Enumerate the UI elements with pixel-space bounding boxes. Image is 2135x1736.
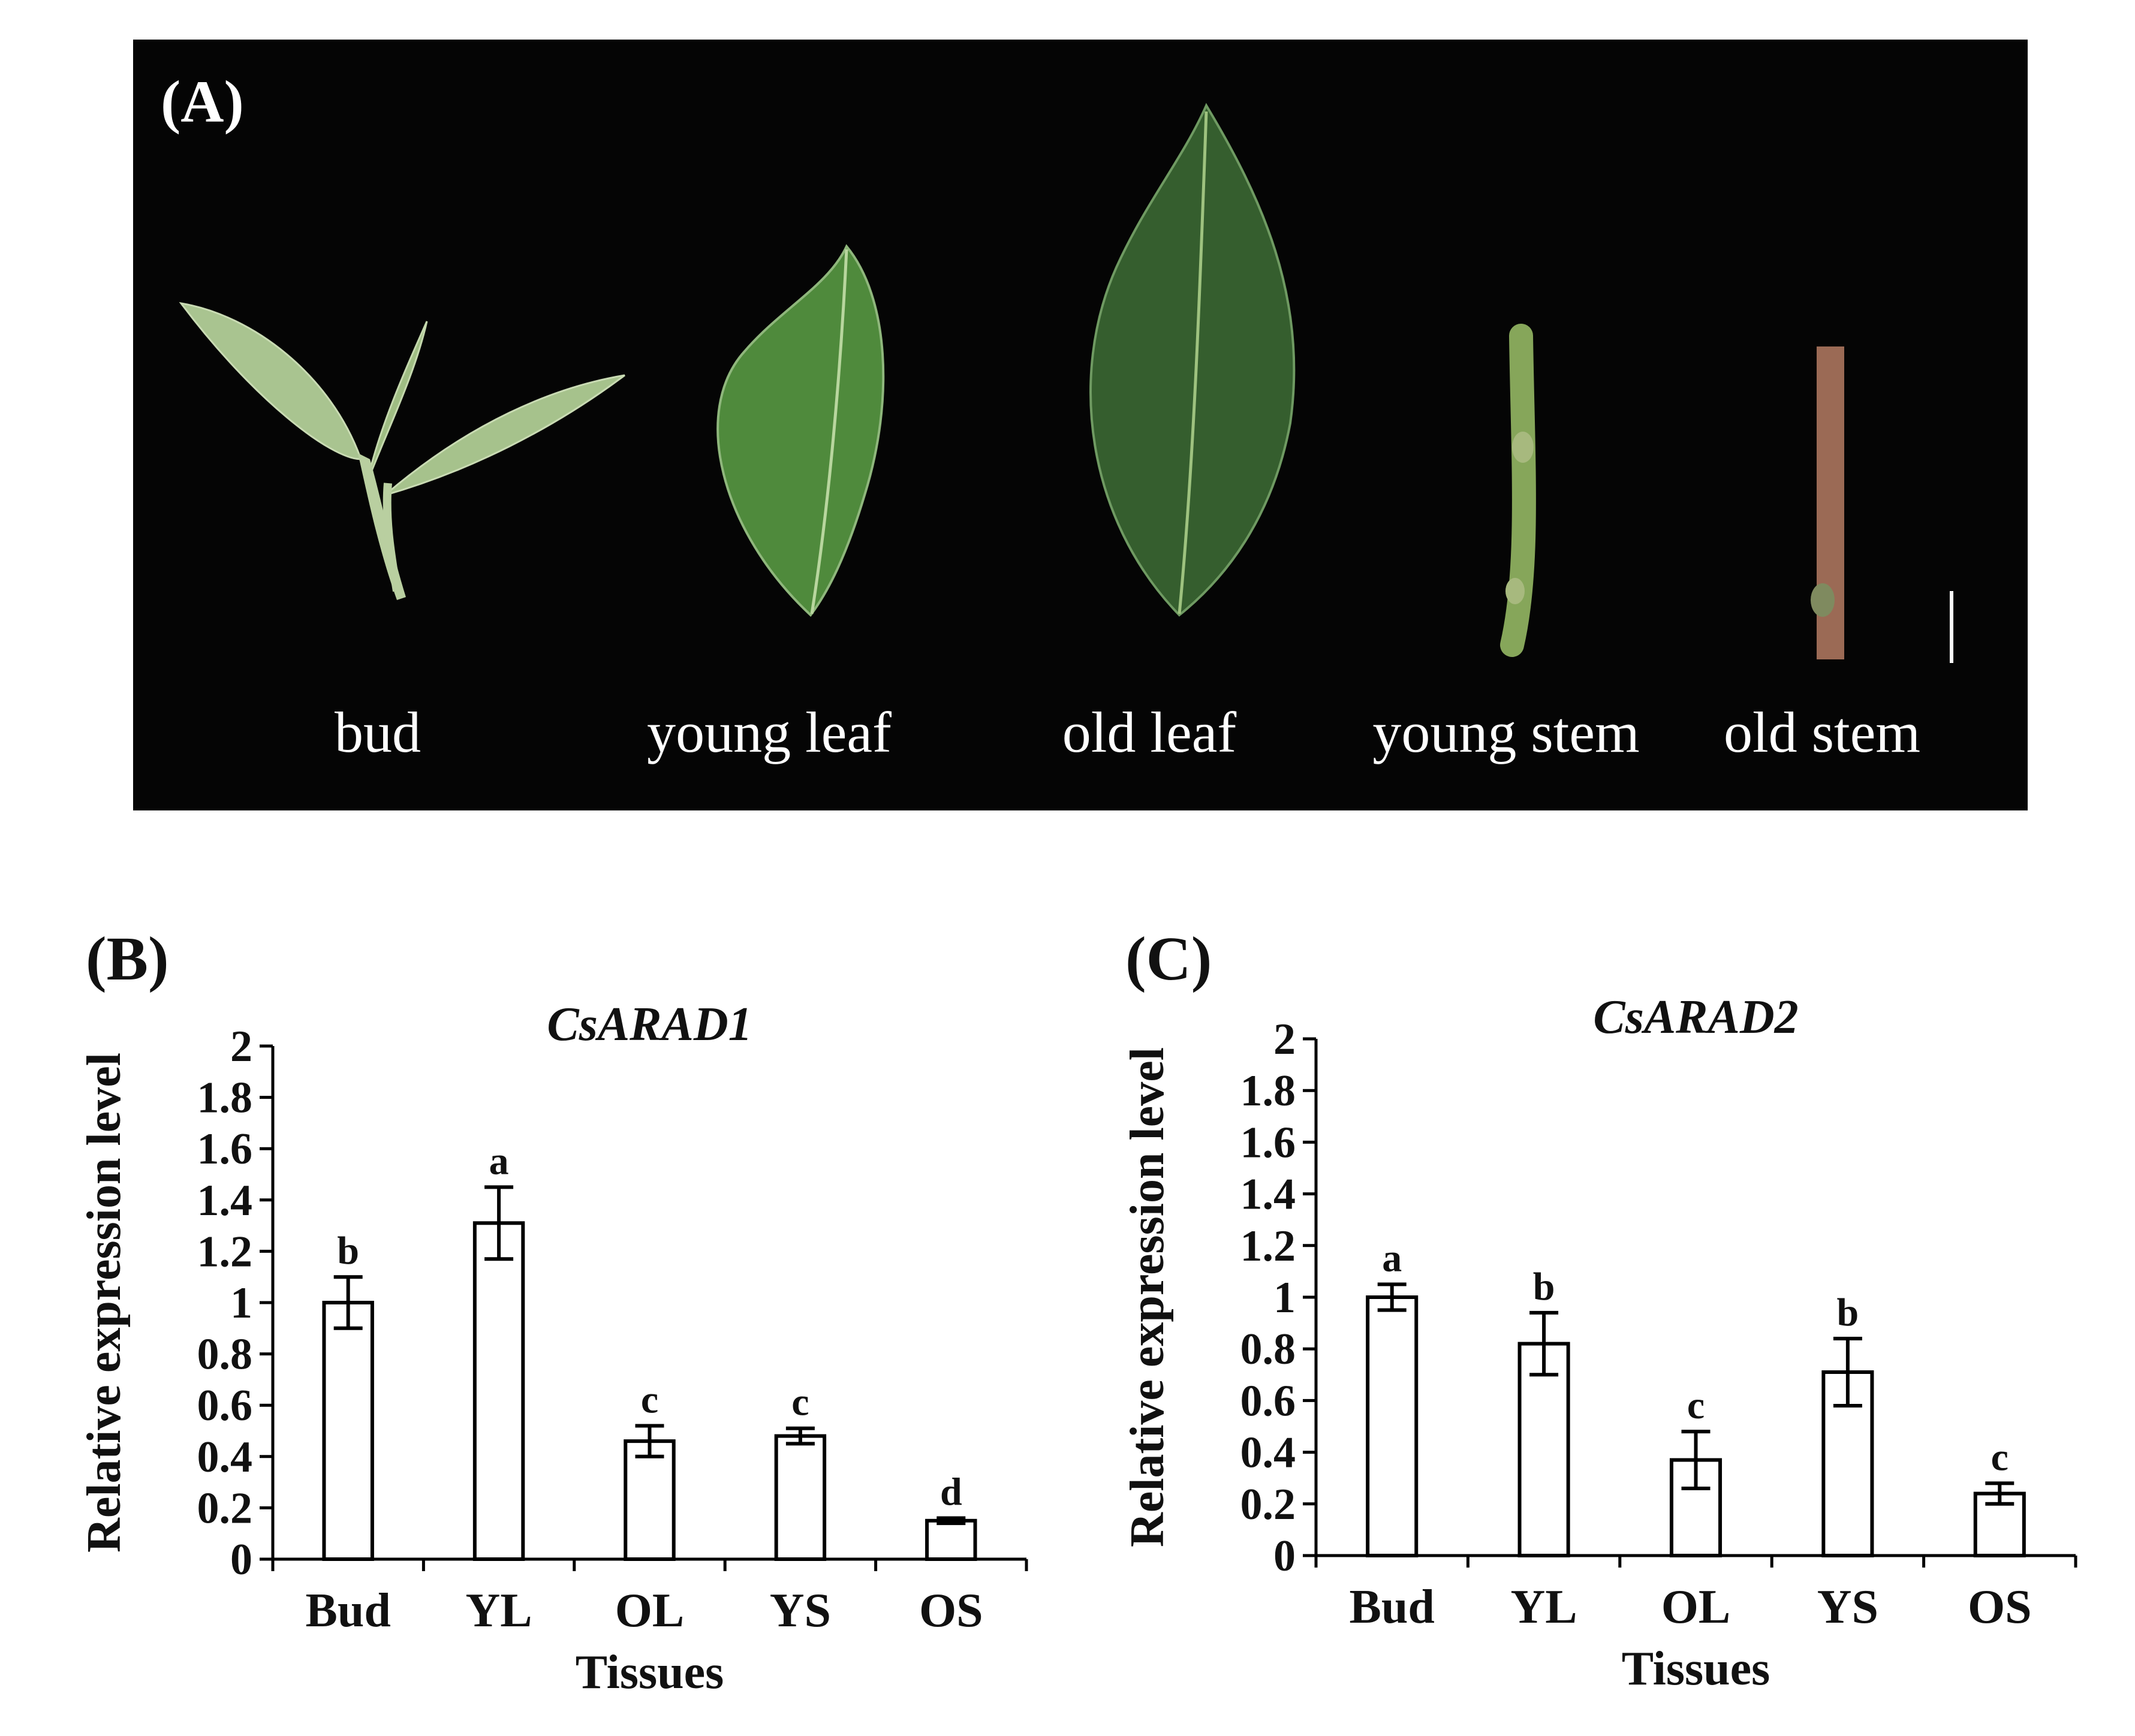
x-tick-label: Bud: [306, 1584, 391, 1637]
y-tick-label: 0.8: [1240, 1325, 1296, 1374]
significance-label: c: [1991, 1435, 2008, 1479]
y-tick-label: 0.6: [1240, 1376, 1296, 1425]
y-tick-label: 1.4: [197, 1176, 253, 1225]
x-tick-label: OS: [1968, 1581, 2032, 1633]
scale-bar: [1950, 591, 1953, 663]
tissue-label-old-leaf: old leaf: [1062, 700, 1237, 764]
tissue-label-young-stem: young stem: [1372, 700, 1640, 764]
x-tick-label: YS: [770, 1584, 831, 1637]
y-tick-label: 1.8: [1240, 1066, 1296, 1116]
x-tick-label: YL: [466, 1584, 532, 1637]
significance-label: a: [1382, 1236, 1402, 1280]
significance-label: a: [489, 1139, 509, 1183]
y-axis-label: Relative expression level: [78, 1053, 131, 1553]
young-leaf-specimen: [716, 244, 885, 617]
y-tick-label: 1: [230, 1279, 252, 1328]
y-tick-label: 0.4: [1240, 1428, 1296, 1478]
bar-os: [925, 1518, 977, 1562]
bar-bud: [322, 1301, 374, 1561]
y-tick-label: 0.4: [197, 1433, 253, 1482]
x-axis-label: Tissues: [576, 1646, 724, 1699]
significance-label: b: [1837, 1291, 1859, 1334]
significance-label: b: [1533, 1265, 1555, 1309]
chart-csarad1-plot: CsARAD1 00.20.40.60.811.21.41.61.82 b Bud a Y…: [78, 998, 1028, 1699]
significance-label: c: [791, 1381, 809, 1424]
tissue-photo-panel: (A) bud young leaf old leaf young stem o…: [133, 40, 2028, 810]
chart-title: CsARAD2: [1593, 991, 1798, 1044]
y-tick-label: 0: [1273, 1532, 1296, 1581]
y-tick-label: 2: [230, 1022, 252, 1071]
x-tick-label: YS: [1817, 1581, 1878, 1633]
bar-ol: [624, 1439, 676, 1561]
x-tick-label: OS: [919, 1584, 983, 1637]
y-tick-label: 1.6: [1240, 1118, 1296, 1167]
y-tick-label: 1: [1273, 1273, 1296, 1322]
tissue-label-bud: bud: [335, 700, 421, 764]
chart-csarad2: (C) CsARAD2 0 0.2 0.4 0.6 0.8 1 1.2 1.4 1.6 1.8 2 a B…: [1055, 899, 2110, 1733]
y-tick-label: 2: [1273, 1015, 1296, 1064]
significance-label: c: [1687, 1384, 1705, 1427]
significance-label: d: [940, 1470, 962, 1514]
tissue-photo: [179, 103, 1953, 663]
bar-yl: [1517, 1342, 1570, 1558]
tissue-label-old-stem: old stem: [1724, 700, 1920, 764]
panel-c-letter: (C): [1125, 924, 1212, 993]
panel-b-letter: (B): [86, 924, 169, 993]
x-tick-label: OL: [1661, 1581, 1731, 1633]
x-tick-label: Bud: [1350, 1581, 1435, 1633]
y-tick-label: 0.2: [1240, 1480, 1296, 1529]
x-tick-label: OL: [615, 1584, 685, 1637]
bud-specimen: [179, 302, 625, 600]
y-tick-label: 1.8: [197, 1074, 253, 1123]
y-tick-label: 0.6: [197, 1381, 253, 1430]
x-tick-label: YL: [1511, 1581, 1577, 1633]
y-tick-label: 1.2: [1240, 1222, 1296, 1271]
old-leaf-specimen: [1089, 103, 1296, 617]
bar-yl: [472, 1221, 525, 1561]
x-axis-label: Tissues: [1622, 1642, 1770, 1695]
y-tick-label: 1.4: [1240, 1170, 1296, 1219]
y-tick-label: 0.2: [197, 1484, 253, 1533]
y-tick-label: 1.2: [197, 1227, 253, 1276]
bar-bud: [1366, 1295, 1419, 1557]
young-stem-specimen: [1500, 324, 1536, 657]
y-axis-label: Relative expression level: [1121, 1047, 1174, 1547]
significance-label: c: [641, 1378, 658, 1421]
y-tick-label: 0.8: [197, 1330, 253, 1379]
chart-csarad2-plot: CsARAD2 00.20.40.60.811.21.41.61.82 a Bud b Y…: [1121, 991, 2077, 1695]
y-tick-label: 0: [230, 1535, 252, 1584]
chart-csarad1: (B) CsARAD1 0 0.2 0.4 0.6 0.8 1 1.2 1.4 1.6 1.8 2 b B…: [0, 899, 1055, 1733]
significance-label: b: [337, 1229, 359, 1273]
panel-a-letter: (A): [161, 68, 244, 135]
y-tick-label: 1.6: [197, 1125, 253, 1174]
old-stem-specimen: [1811, 346, 1844, 659]
tissue-label-young-leaf: young leaf: [647, 700, 892, 764]
bar-ys: [774, 1434, 827, 1561]
chart-title: CsARAD1: [547, 998, 752, 1051]
